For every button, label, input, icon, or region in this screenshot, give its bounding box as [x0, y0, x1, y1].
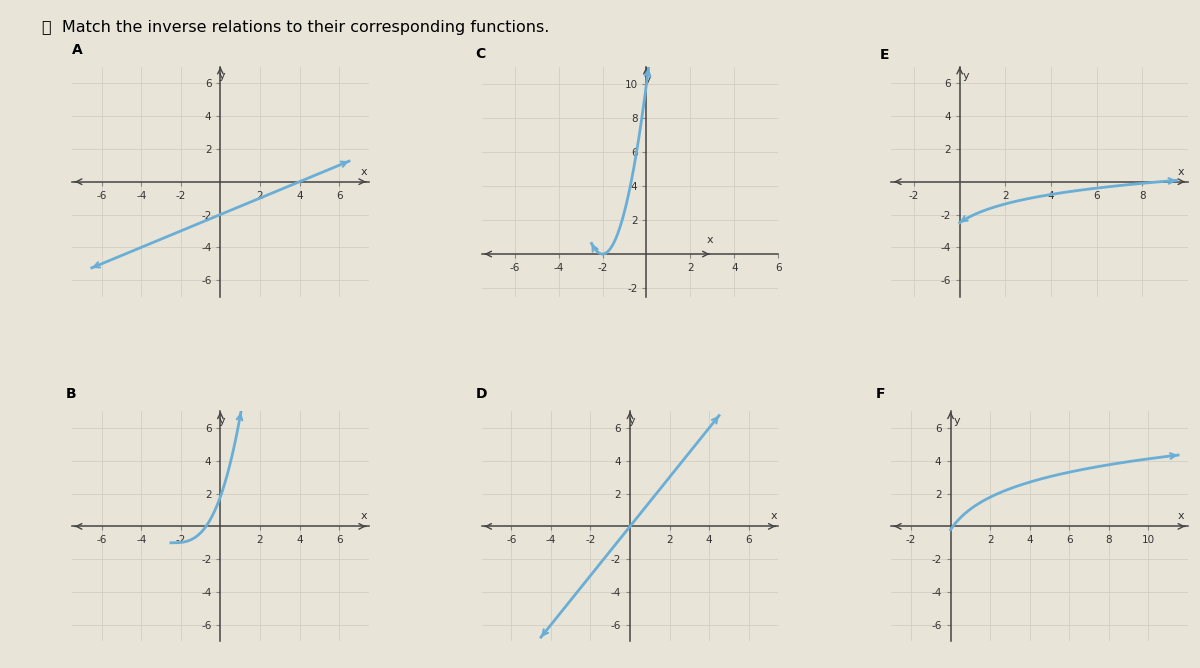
- Text: x: x: [361, 512, 367, 522]
- Text: x: x: [361, 167, 367, 177]
- Text: y: y: [629, 416, 635, 426]
- Text: B: B: [66, 387, 77, 401]
- Text: y: y: [644, 74, 652, 84]
- Text: x: x: [1177, 512, 1184, 522]
- Text: ⓡ  Match the inverse relations to their corresponding functions.: ⓡ Match the inverse relations to their c…: [42, 20, 550, 35]
- Text: E: E: [880, 47, 889, 61]
- Text: x: x: [707, 235, 714, 244]
- Text: y: y: [218, 71, 226, 81]
- Text: C: C: [475, 47, 485, 61]
- Text: F: F: [875, 387, 884, 401]
- Text: x: x: [770, 512, 778, 522]
- Text: y: y: [218, 416, 226, 426]
- Text: A: A: [72, 43, 83, 57]
- Text: D: D: [475, 387, 487, 401]
- Text: y: y: [964, 71, 970, 81]
- Text: x: x: [1178, 167, 1184, 177]
- Text: y: y: [954, 416, 960, 426]
